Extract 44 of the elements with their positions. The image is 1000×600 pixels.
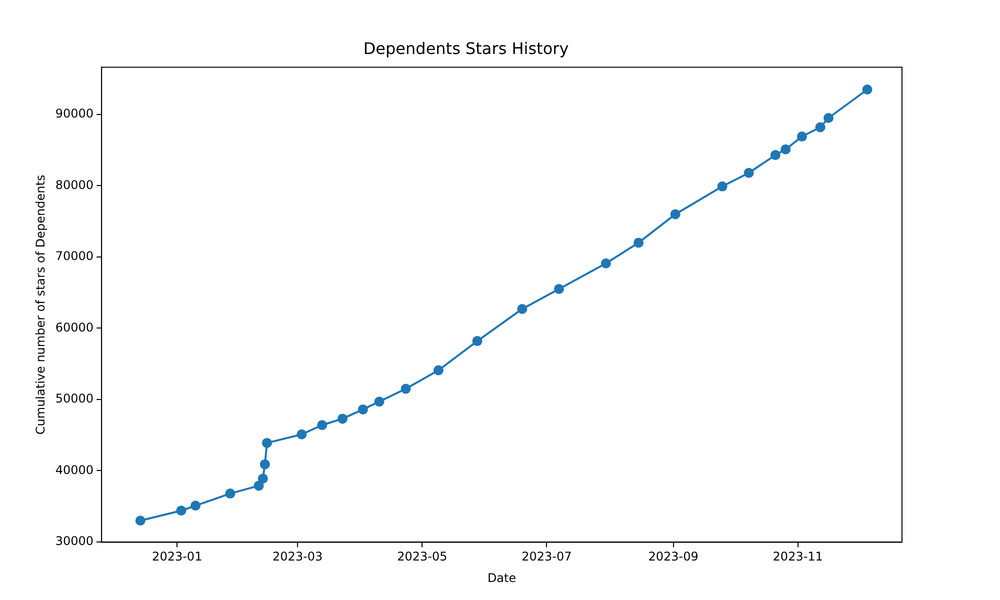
y-tick-label: 50000	[55, 392, 94, 406]
point	[554, 284, 564, 294]
y-tick-label: 60000	[55, 320, 94, 334]
x-axis-title: Date	[487, 570, 516, 585]
x-tick-label: 2023-09	[648, 550, 698, 564]
point	[770, 150, 780, 160]
point	[190, 500, 200, 511]
x-tick-label: 2023-11	[772, 550, 823, 564]
x-tick-label: 2023-01	[152, 550, 202, 564]
point	[744, 168, 754, 178]
point	[815, 122, 826, 132]
point	[517, 304, 528, 314]
point	[225, 488, 236, 499]
x-tick-label: 2023-07	[522, 550, 572, 564]
point	[374, 396, 384, 407]
point	[717, 181, 728, 192]
point	[634, 238, 644, 248]
point	[433, 365, 444, 376]
point	[135, 516, 146, 526]
point	[260, 459, 270, 470]
point	[670, 209, 680, 220]
point	[780, 144, 791, 154]
x-tick-label: 2023-05	[397, 550, 448, 564]
point	[258, 474, 268, 484]
y-axis-title: Cumulative number of stars of Dependents	[33, 174, 48, 435]
point	[796, 132, 807, 142]
point	[262, 438, 272, 448]
y-tick-label: 80000	[55, 178, 94, 192]
y-tick-label: 90000	[55, 106, 94, 121]
chart-title: Dependents Stars History	[363, 38, 569, 58]
point	[317, 420, 328, 430]
y-tick-label: 30000	[55, 534, 94, 548]
point	[176, 506, 186, 516]
point	[472, 336, 482, 346]
point	[823, 113, 834, 124]
y-tick-label: 70000	[55, 249, 94, 264]
x-tick-label: 2023-03	[272, 550, 323, 564]
point	[296, 429, 307, 440]
y-tick-label: 40000	[55, 462, 94, 477]
point	[358, 404, 368, 414]
point	[400, 384, 411, 394]
point	[338, 414, 348, 424]
point	[862, 84, 872, 95]
point	[600, 258, 611, 268]
